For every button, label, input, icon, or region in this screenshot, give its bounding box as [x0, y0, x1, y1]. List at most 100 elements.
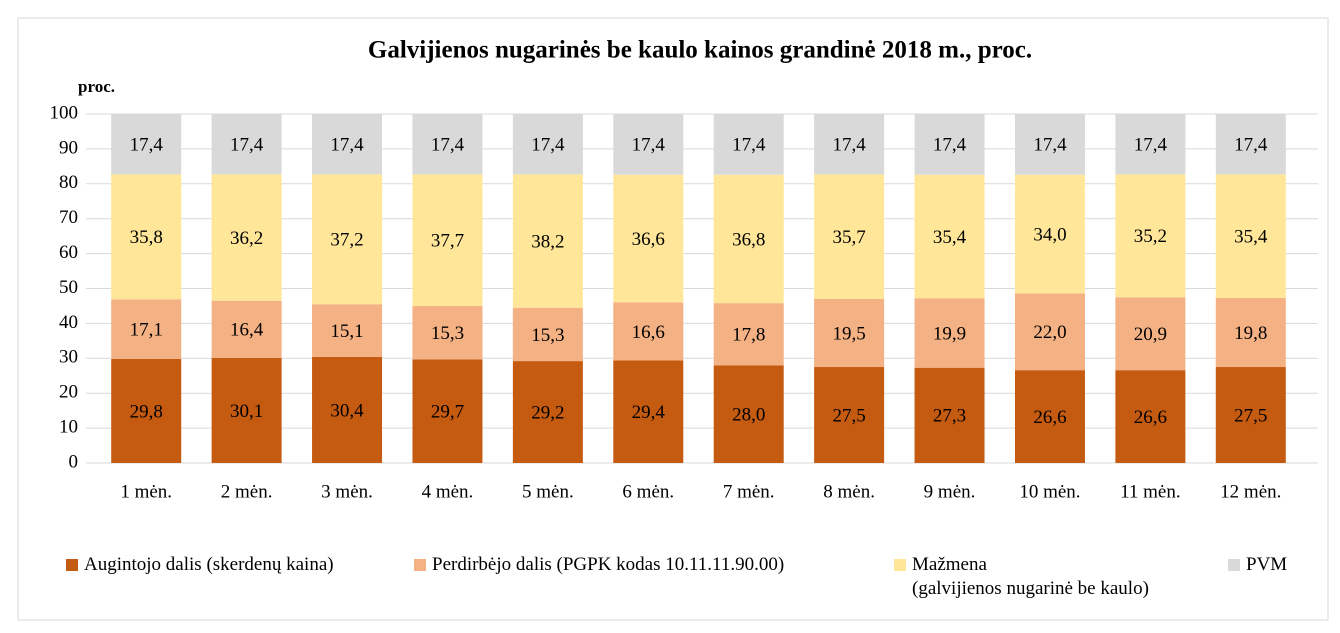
x-tick-label: 5 mėn. — [522, 481, 574, 502]
bar-segment — [814, 113, 885, 175]
data-label: 16,4 — [230, 320, 264, 341]
x-tick-label: 10 mėn. — [1019, 481, 1080, 502]
data-label: 28,0 — [732, 404, 765, 425]
x-tick-label: 3 mėn. — [321, 481, 373, 502]
data-label: 22,0 — [1033, 322, 1066, 343]
data-label: 17,4 — [431, 134, 465, 155]
bar-segment — [312, 304, 383, 357]
data-label: 17,4 — [933, 135, 967, 156]
bar-segment — [814, 367, 885, 463]
y-axis-label: proc. — [78, 77, 115, 96]
bar-segment — [814, 298, 885, 368]
bar-segment — [713, 114, 784, 175]
data-label: 17,4 — [330, 134, 364, 155]
bar-segment — [1014, 293, 1085, 371]
legend-swatch — [66, 559, 78, 571]
x-tick-label: 1 mėn. — [120, 481, 172, 502]
bar-segment — [914, 298, 985, 368]
bar-segment — [512, 361, 583, 463]
bar-segment — [211, 300, 282, 358]
bar-segment — [412, 305, 483, 360]
x-tick-label: 12 mėn. — [1220, 481, 1281, 502]
x-tick-label: 4 mėn. — [422, 481, 474, 502]
bar-segment — [613, 302, 684, 361]
bar-segment — [512, 307, 583, 362]
bar-segment — [312, 113, 383, 175]
bar-segment — [412, 113, 483, 175]
y-tick-label: 10 — [59, 416, 78, 437]
x-tick-label: 7 mėn. — [723, 481, 775, 502]
bar-segment — [1115, 297, 1186, 371]
data-label: 19,8 — [1234, 323, 1267, 344]
legend-label: Mažmena (galvijienos nugarinė be kaulo) — [912, 554, 1149, 599]
data-label: 36,6 — [632, 229, 665, 250]
bar-segment — [111, 113, 182, 175]
legend-label: Augintojo dalis (skerdenų kaina) — [84, 554, 334, 575]
bar-segment — [111, 299, 182, 359]
data-label: 17,4 — [531, 134, 565, 155]
legend-label: PVM — [1246, 554, 1288, 575]
data-label: 17,4 — [230, 134, 264, 155]
data-label: 17,4 — [732, 135, 766, 156]
data-label: 34,0 — [1033, 224, 1066, 245]
y-tick-label: 0 — [69, 451, 79, 472]
bar-segment — [613, 360, 684, 463]
bar-segment — [814, 174, 885, 299]
y-tick-label: 50 — [59, 277, 78, 298]
data-label: 35,2 — [1134, 226, 1167, 247]
bar-segment — [613, 174, 684, 303]
y-tick-label: 60 — [59, 242, 78, 263]
data-label: 17,4 — [833, 134, 867, 155]
bar-segment — [211, 174, 282, 301]
bar-segment — [613, 114, 684, 175]
data-label: 17,1 — [130, 320, 163, 341]
data-label: 15,3 — [531, 325, 564, 346]
bar-segment — [713, 365, 784, 463]
data-label: 17,8 — [732, 325, 765, 346]
data-label: 38,2 — [531, 231, 564, 252]
data-label: 15,3 — [431, 323, 464, 344]
data-label: 17,4 — [1234, 134, 1268, 155]
legend-swatch — [414, 559, 426, 571]
bar-segment — [914, 174, 985, 299]
data-label: 30,1 — [230, 401, 263, 422]
data-label: 37,7 — [431, 231, 464, 252]
y-tick-label: 70 — [59, 207, 78, 228]
bar-segment — [1115, 174, 1186, 298]
bar-segment — [1215, 367, 1286, 463]
data-label: 15,1 — [330, 321, 363, 342]
data-label: 27,3 — [933, 406, 966, 427]
bar-segment — [1014, 370, 1085, 463]
bar-segment — [1014, 174, 1085, 294]
data-label: 35,4 — [933, 227, 967, 248]
bar-segment — [211, 357, 282, 463]
x-tick-label: 11 mėn. — [1120, 481, 1181, 502]
legend-item: PVM — [1228, 553, 1287, 577]
bar-segment — [713, 174, 784, 304]
data-label: 17,4 — [1134, 134, 1168, 155]
bar-segment — [111, 174, 182, 300]
x-tick-label: 2 mėn. — [221, 481, 273, 502]
data-label: 19,9 — [933, 323, 966, 344]
bar-segment — [512, 113, 583, 175]
data-label: 29,8 — [130, 401, 163, 422]
data-label: 35,8 — [130, 227, 163, 248]
legend-swatch — [1228, 559, 1240, 571]
chart-title: Galvijienos nugarinės be kaulo kainos gr… — [368, 37, 1032, 64]
data-label: 36,2 — [230, 228, 263, 249]
data-label: 29,2 — [531, 402, 564, 423]
bar-segment — [312, 356, 383, 463]
bar-segment — [1215, 297, 1286, 368]
legend-item: Perdirbėjo dalis (PGPK kodas 10.11.11.90… — [414, 553, 784, 577]
data-label: 27,5 — [1234, 405, 1267, 426]
data-label: 16,6 — [632, 322, 665, 343]
bar-segment — [914, 367, 985, 463]
bar-segment — [211, 113, 282, 175]
y-tick-label: 20 — [59, 382, 78, 403]
legend-label: Perdirbėjo dalis (PGPK kodas 10.11.11.90… — [432, 554, 785, 575]
y-tick-label: 30 — [59, 347, 78, 368]
data-label: 20,9 — [1134, 324, 1167, 345]
legend-item: Augintojo dalis (skerdenų kaina) — [66, 553, 334, 577]
bar-segment — [713, 303, 784, 366]
